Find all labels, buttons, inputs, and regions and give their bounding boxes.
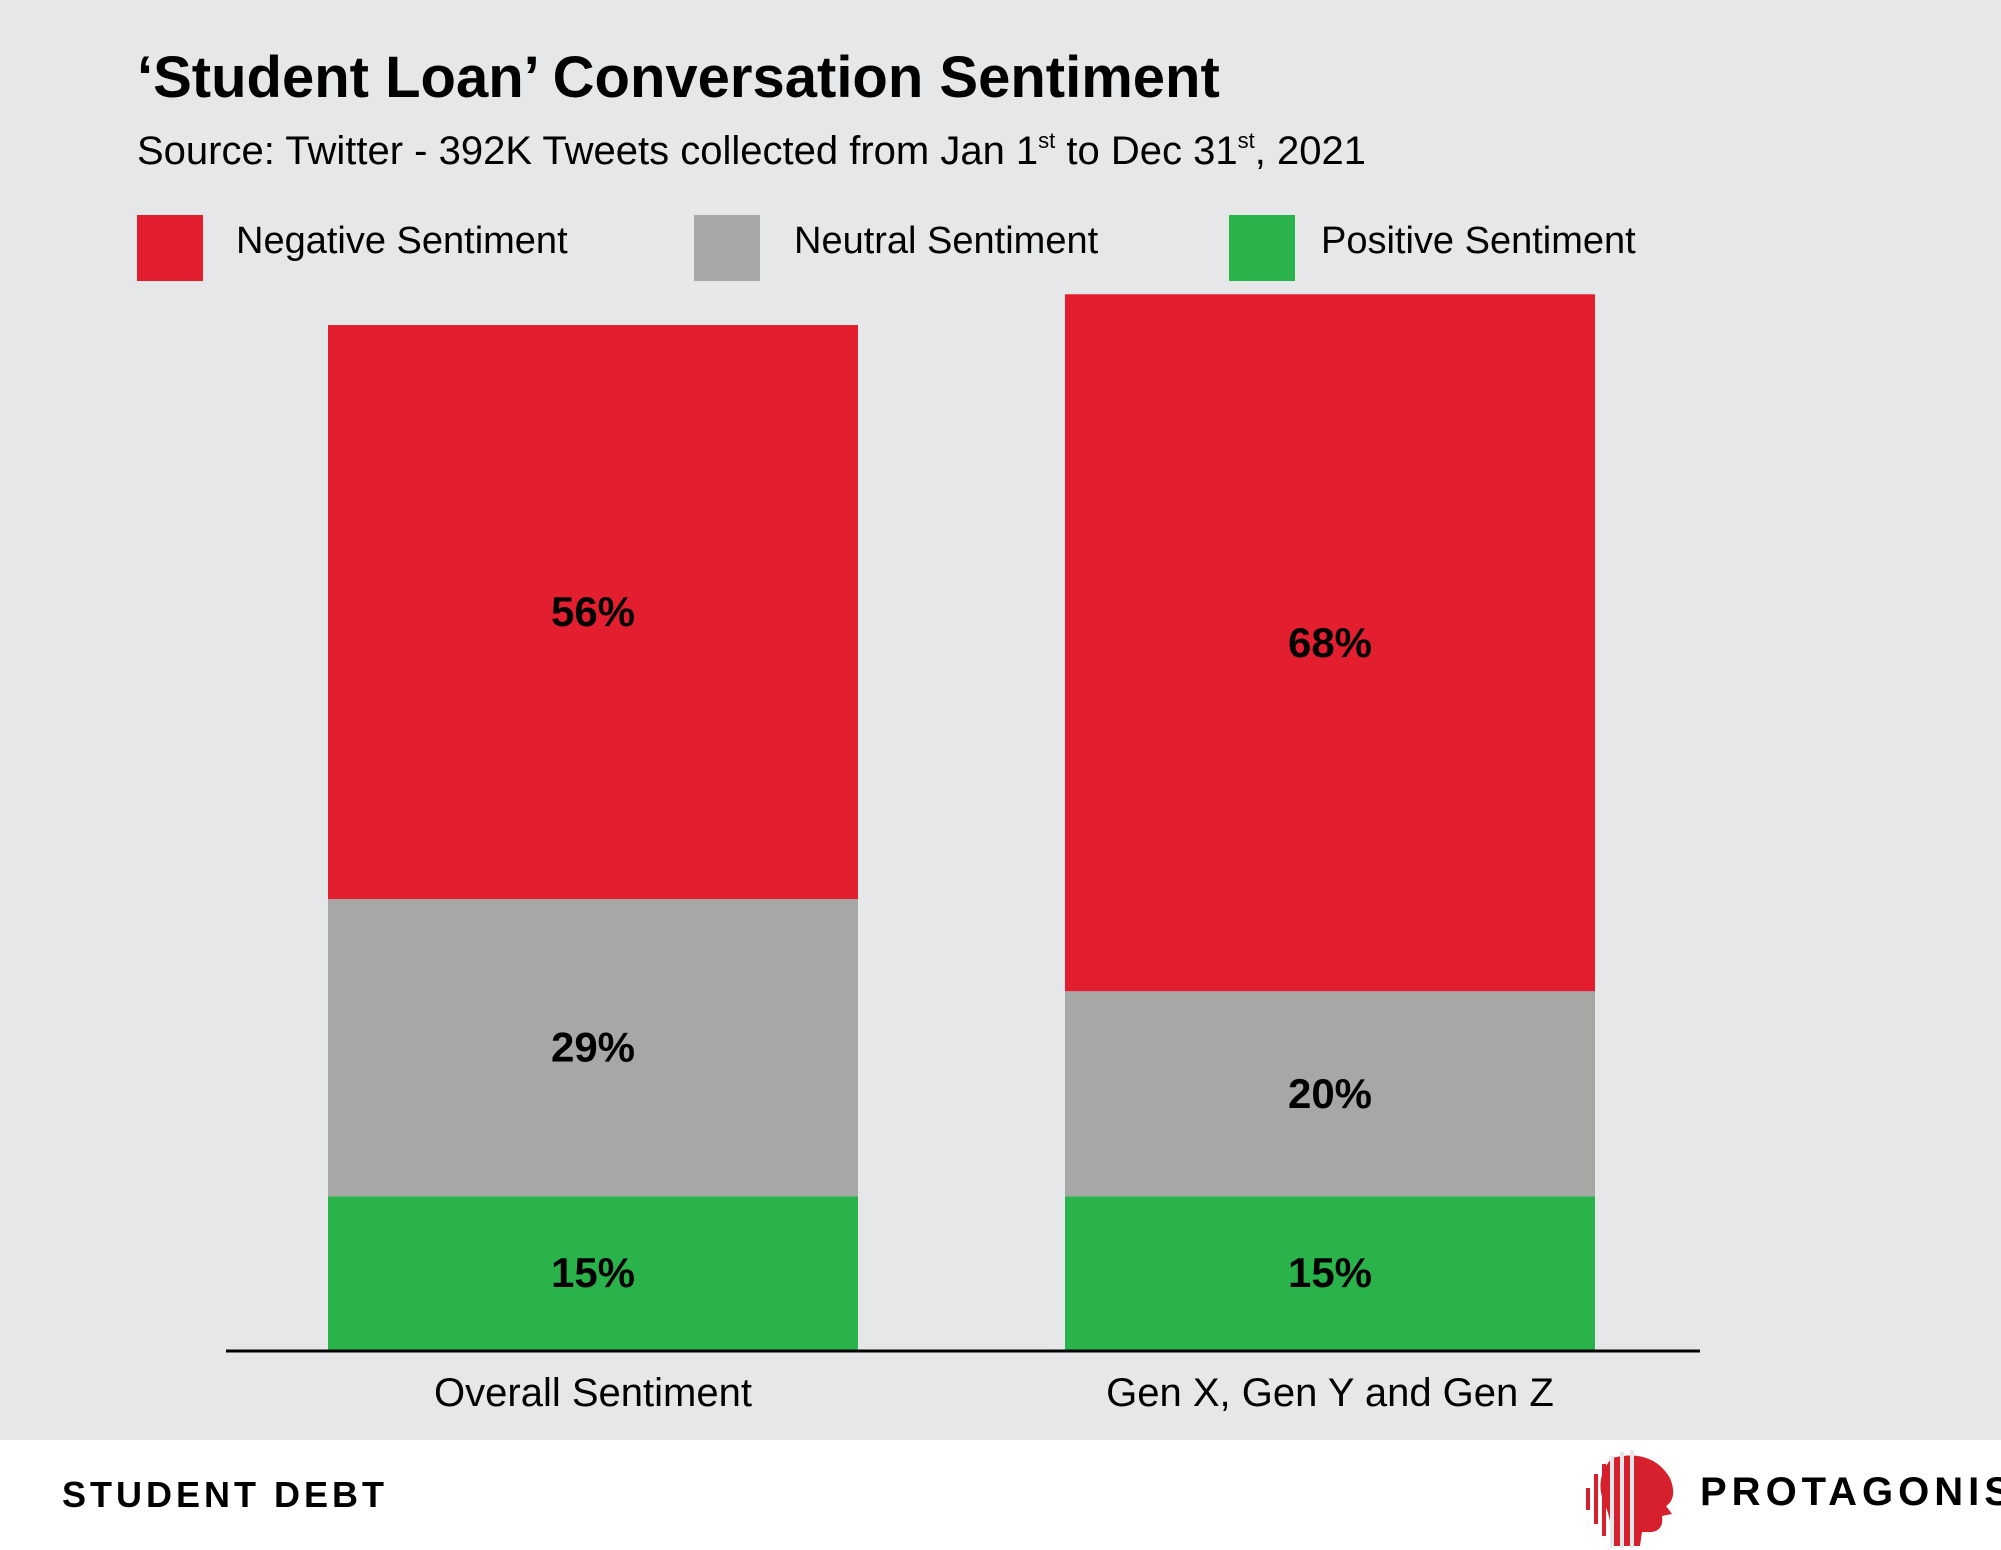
legend-label-neutral: Neutral Sentiment [794, 220, 1099, 262]
data-label-negative-sentiment-2: 68% [1288, 619, 1372, 666]
subtitle-prefix: Source: Twitter - 392K Tweets collected … [137, 129, 1039, 173]
category-label-2: Gen X, Gen Y and Gen Z [1106, 1371, 1554, 1415]
data-label-negative-sentiment-1: 56% [551, 588, 635, 635]
bar-segment-negative-sentiment-1 [328, 325, 858, 899]
category-label-1: Overall Sentiment [434, 1371, 752, 1415]
bar-segment-positive-sentiment-2 [1065, 1196, 1595, 1350]
subtitle-superscript-2: st [1237, 128, 1255, 153]
data-label-neutral-sentiment-2: 20% [1288, 1070, 1372, 1117]
bar-segment-negative-sentiment-2 [1065, 294, 1595, 992]
legend-label-positive: Positive Sentiment [1321, 220, 1636, 262]
chart-title: ‘Student Loan’ Conversation Sentiment [137, 45, 1220, 110]
bar-segment-positive-sentiment-1 [328, 1196, 858, 1350]
legend-swatch-positive [1229, 215, 1295, 281]
protagonist-logo-icon [1586, 1450, 1674, 1548]
stacked-bar-chart: 15% 29% 56% Overall Sentiment 15% 20% 68% Gen X… [226, 294, 1700, 1415]
chart-subtitle: Source: Twitter - 392K Tweets collected … [137, 128, 1366, 174]
data-label-positive-sentiment-1: 15% [551, 1249, 635, 1296]
subtitle-superscript-1: st [1038, 128, 1056, 153]
legend-swatch-negative [137, 215, 203, 281]
legend-swatch-neutral [694, 215, 760, 281]
footer-topic-label: STUDENT DEBT [62, 1474, 388, 1515]
data-label-positive-sentiment-2: 15% [1288, 1249, 1372, 1296]
chart-panel: ‘Student Loan’ Conversation Sentiment So… [0, 0, 2001, 1440]
legend-label-negative: Negative Sentiment [236, 220, 568, 262]
subtitle-middle: to Dec 31 [1055, 129, 1238, 173]
data-label-neutral-sentiment-1: 29% [551, 1024, 635, 1071]
subtitle-suffix: , 2021 [1254, 129, 1366, 173]
bar-segment-neutral-sentiment-2 [1065, 991, 1595, 1197]
footer-brand-name: PROTAGONIST [1700, 1470, 2001, 1514]
bar-segment-neutral-sentiment-1 [328, 899, 858, 1197]
